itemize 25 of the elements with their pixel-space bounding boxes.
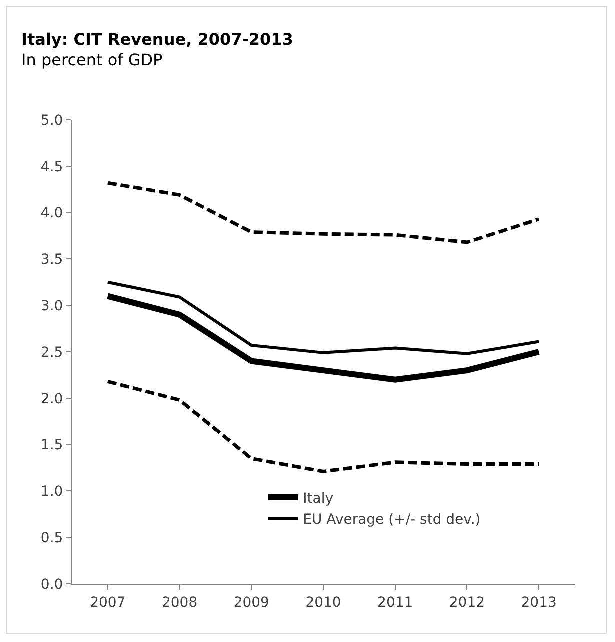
y-tick-label: 2.5 (40, 344, 64, 361)
y-tick-label: 3.5 (40, 252, 64, 268)
y-tick-label: 2.0 (40, 391, 64, 408)
x-tick-label: 2010 (306, 594, 342, 611)
x-tick-label: 2009 (234, 594, 270, 611)
y-tick-label: 1.0 (40, 484, 64, 500)
y-tick-label: 1.5 (40, 438, 64, 454)
x-tick-label: 2007 (90, 594, 126, 611)
legend-label: EU Average (+/- std dev.) (303, 512, 481, 528)
y-tick-label: 4.5 (40, 159, 64, 176)
y-tick-label: 5.0 (40, 112, 64, 129)
line-series (106, 181, 541, 244)
x-tick-label: 2013 (521, 594, 557, 611)
y-tick-label: 0.5 (40, 530, 64, 546)
chart-subtitle: In percent of GDP (22, 50, 164, 70)
y-tick-label: 3.0 (40, 298, 64, 314)
chart-title: Italy: CIT Revenue, 2007-2013 (22, 30, 294, 49)
x-tick-label: 2012 (449, 594, 486, 611)
y-tick-label: 0.0 (40, 576, 64, 593)
y-tick-label: 4.0 (40, 206, 64, 222)
x-tick-label: 2011 (378, 594, 414, 611)
legend-label: Italy (303, 490, 334, 507)
line-series (106, 280, 541, 356)
x-tick-label: 2008 (162, 594, 198, 611)
line-series (106, 380, 541, 474)
